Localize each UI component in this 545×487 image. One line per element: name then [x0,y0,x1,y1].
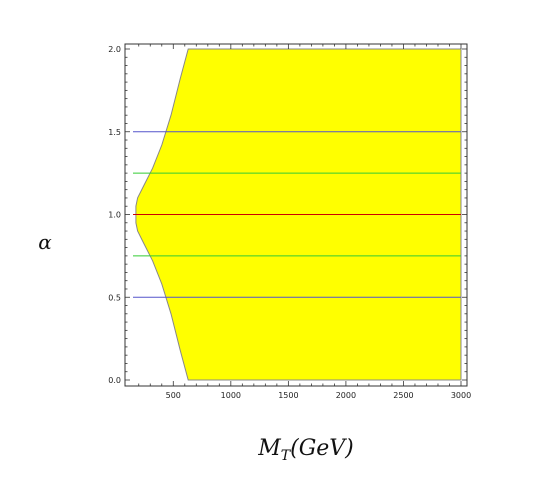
x-tick-label: 2000 [336,391,356,400]
y-axis-label: α [38,230,52,254]
y-tick-label: 1.0 [108,211,121,220]
x-tick-label: 3000 [451,391,471,400]
x-axis-label: MT(GeV) [257,436,354,464]
x-axis-ticks: 500 1000 1500 2000 2500 3000 [138,44,471,400]
y-axis-ticks: 0.0 0.5 1.0 1.5 2.0 [108,45,467,385]
y-tick-label: 1.5 [108,128,121,137]
y-tick-label: 2.0 [108,45,121,54]
y-tick-label: 0.0 [108,376,121,385]
x-tick-label: 1000 [221,391,241,400]
x-tick-label: 2500 [393,391,413,400]
x-tick-label: 1500 [278,391,298,400]
plot-frame [124,43,468,387]
reference-lines [133,131,461,298]
y-tick-label: 0.5 [108,293,121,302]
x-tick-label: 500 [166,391,181,400]
